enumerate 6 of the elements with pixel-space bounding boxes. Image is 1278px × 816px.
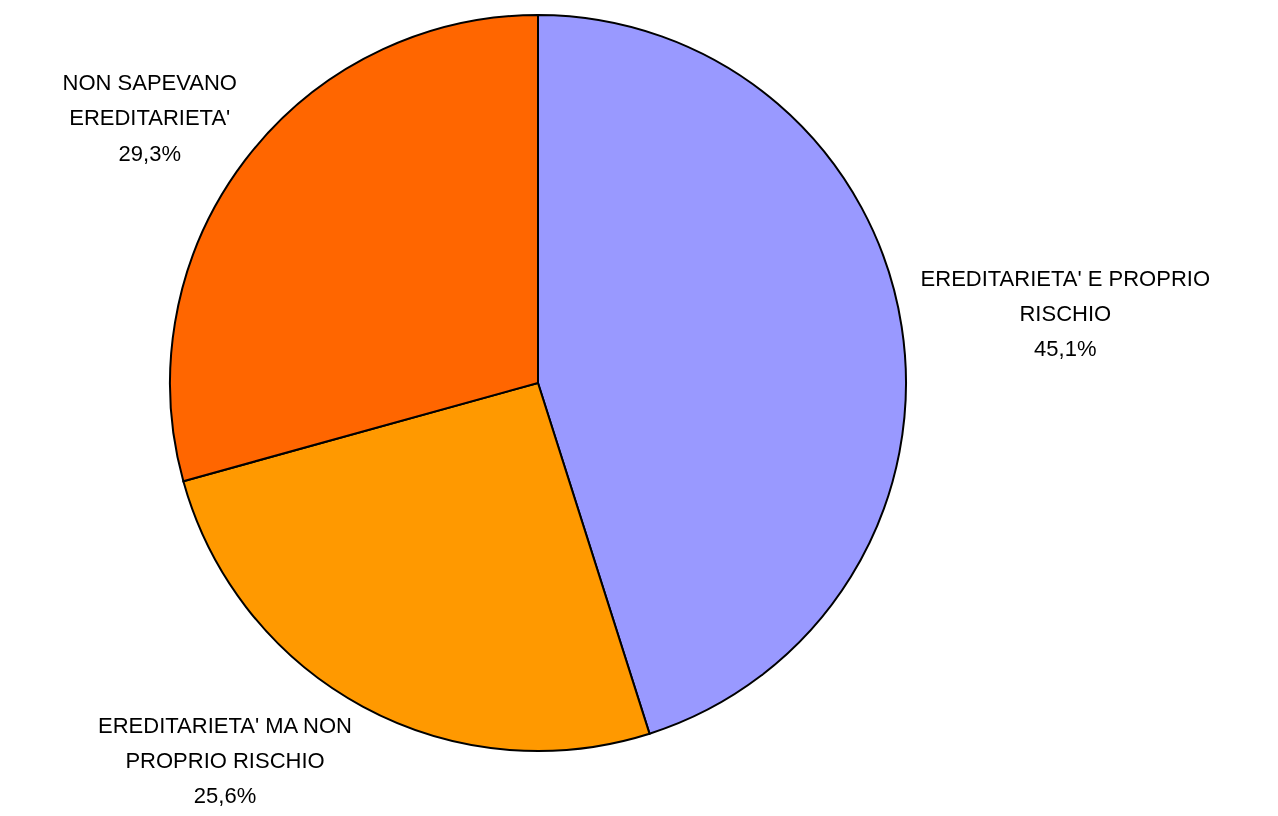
data-label: 29,3% [118,140,181,166]
slice-label: EREDITARIETA' MA NON PROPRIO RISCHIO [98,712,353,773]
data-label: 25,6% [193,783,257,809]
data-label: 45,1% [1034,336,1097,362]
slice-label: NON SAPEVANO EREDITARIETA' [62,70,237,131]
slice-label: EREDITARIETA' E PROPRIO RISCHIO [920,265,1211,327]
